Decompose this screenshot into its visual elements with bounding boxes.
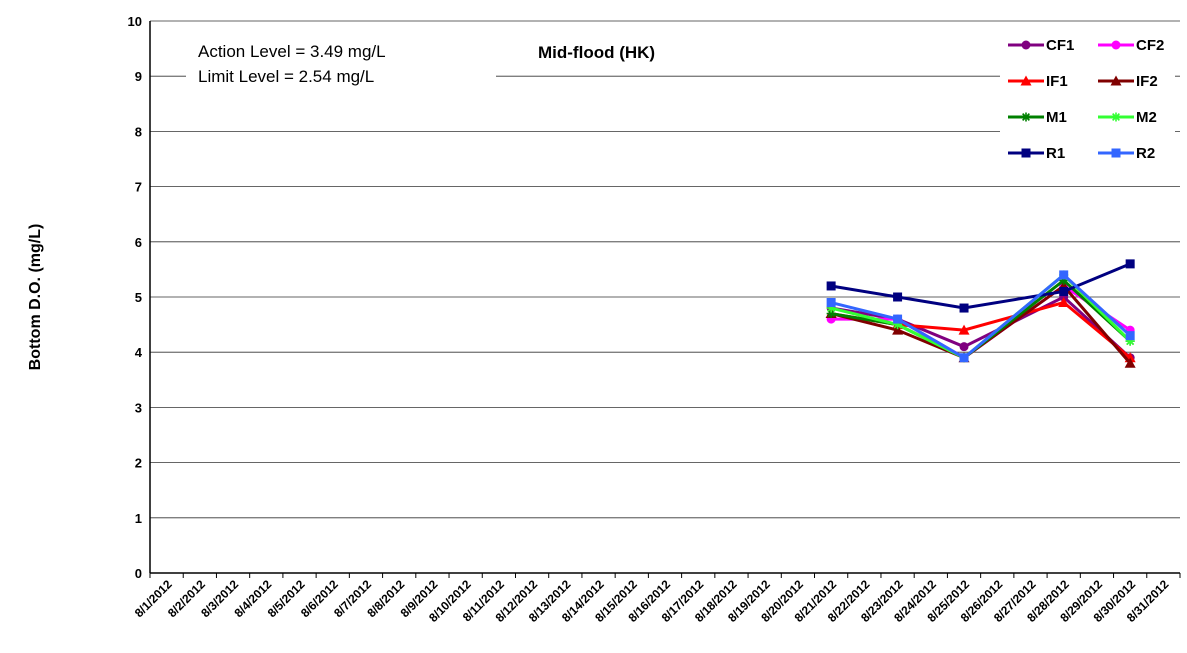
legend-marker-cf2	[1111, 40, 1121, 50]
data-point-if2	[892, 324, 904, 335]
legend-label-r2: R2	[1136, 145, 1155, 162]
data-point-r2	[893, 314, 903, 324]
legend: CF1 CF2 IF1 IF2 M1 M2 R1 R2	[1008, 37, 1164, 162]
data-point-r2	[959, 353, 969, 363]
legend-marker-cf1	[1021, 40, 1031, 50]
y-tick-label: 5	[135, 290, 142, 305]
y-tick-label: 10	[128, 14, 142, 29]
x-tick-labels: 8/1/20128/2/20128/3/20128/4/20128/5/2012…	[132, 577, 1172, 625]
y-tick-label: 9	[135, 69, 142, 84]
y-axis-label: Bottom D.O. (mg/L)	[27, 224, 44, 371]
legend-label-cf1: CF1	[1046, 37, 1074, 54]
legend-label-m1: M1	[1046, 109, 1067, 126]
y-tick-label: 6	[135, 235, 142, 250]
data-point-r1	[959, 303, 969, 313]
data-point-r1	[1059, 286, 1069, 296]
data-point-if1	[958, 324, 970, 335]
data-point-r2	[826, 298, 836, 308]
y-tick-label: 0	[135, 566, 142, 581]
legend-label-if1: IF1	[1046, 73, 1068, 90]
legend-marker-r1	[1021, 148, 1031, 158]
y-tick-label: 7	[135, 180, 142, 195]
legend-label-cf2: CF2	[1136, 37, 1164, 54]
legend-label-m2: M2	[1136, 109, 1157, 126]
action-level-note: Action Level = 3.49 mg/L	[198, 42, 386, 61]
y-tick-label: 8	[135, 124, 142, 139]
data-point-r1	[893, 292, 903, 302]
data-point-r1	[1125, 259, 1135, 269]
y-tick-label: 1	[135, 511, 142, 526]
data-point-r1	[826, 281, 836, 291]
legend-label-r1: R1	[1046, 145, 1065, 162]
data-point-cf1	[959, 342, 969, 352]
y-tick-label: 4	[135, 345, 143, 360]
legend-marker-if2	[1110, 75, 1122, 86]
y-tick-labels: 0 1 2 3 4 5 6 7 8 9 10	[128, 14, 143, 581]
annotation-box	[186, 33, 496, 85]
legend-marker-r2	[1111, 148, 1121, 158]
data-point-r2	[1059, 270, 1069, 280]
data-point-if1	[1058, 297, 1070, 308]
legend-marker-if1	[1020, 75, 1032, 86]
y-tick-label: 3	[135, 400, 142, 415]
data-series	[825, 259, 1136, 368]
chart-title: Mid-flood (HK)	[538, 43, 655, 62]
data-point-if2	[1124, 357, 1136, 368]
legend-marker-m1	[1021, 112, 1031, 122]
legend-marker-m2	[1111, 112, 1121, 122]
limit-level-note: Limit Level = 2.54 mg/L	[198, 67, 374, 86]
y-tick-label: 2	[135, 456, 142, 471]
legend-label-if2: IF2	[1136, 73, 1158, 90]
data-point-r2	[1125, 331, 1135, 341]
